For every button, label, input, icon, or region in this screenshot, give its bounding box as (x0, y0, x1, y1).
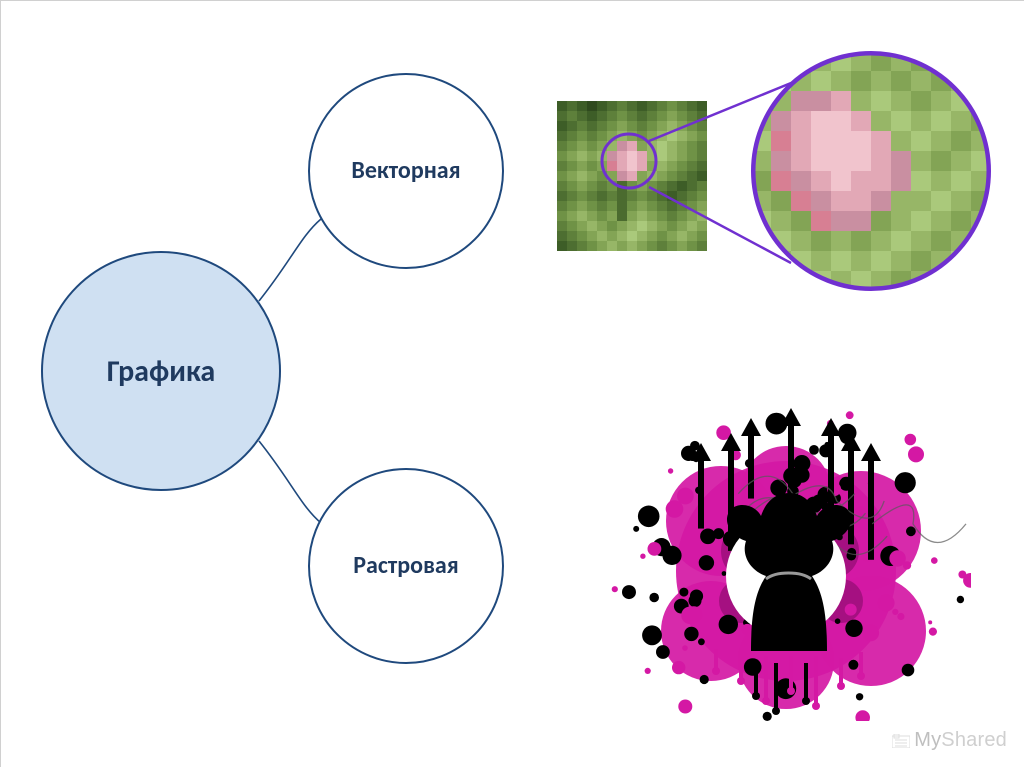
watermark: MyShared (892, 729, 1007, 754)
slide-stage: Графика Векторная Растровая MyShared (0, 0, 1024, 767)
vector-art-illustration (601, 401, 971, 721)
watermark-icon (892, 731, 910, 754)
watermark-text-left: My (914, 729, 941, 751)
raster-zoom-circle (751, 51, 991, 291)
watermark-text-right: Shared (941, 729, 1007, 751)
